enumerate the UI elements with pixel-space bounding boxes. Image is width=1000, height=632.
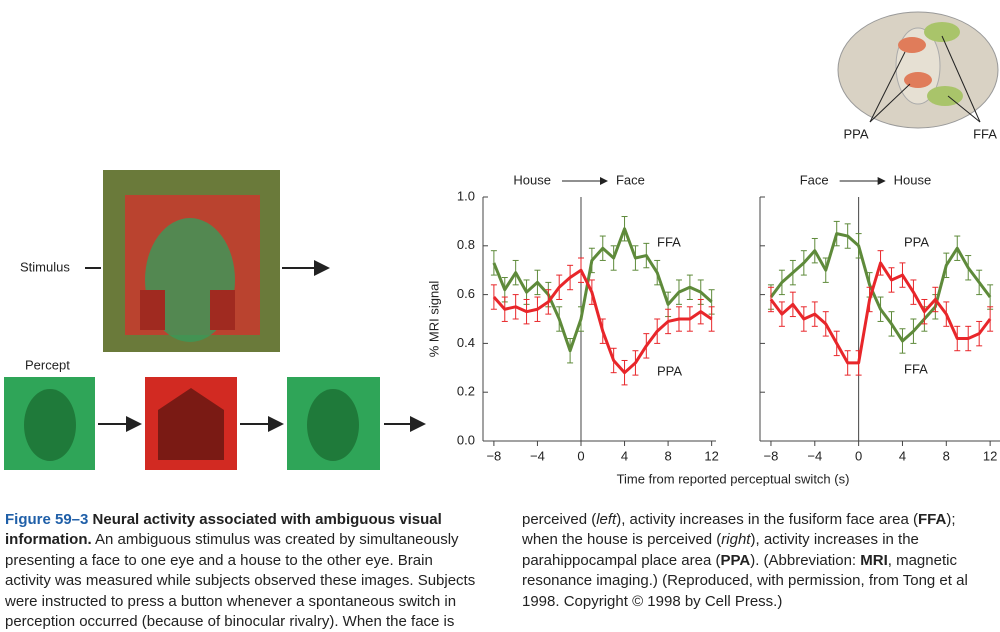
series-label: PPA — [904, 234, 929, 249]
caption-plain: ), activity increases in the fusiform fa… — [616, 511, 918, 528]
caption: Figure 59–3 Neural activity associated w… — [5, 510, 995, 632]
x-tick-label: −4 — [807, 448, 822, 463]
caption-plain: , magnetic resonance imaging.) (Reproduc… — [522, 551, 968, 610]
series-label: FFA — [657, 234, 681, 249]
caption-italic: right — [721, 531, 751, 549]
caption-label: Figure 59–3 — [5, 511, 89, 528]
stimulus-label: Stimulus — [20, 259, 70, 274]
x-tick-label: 4 — [899, 448, 906, 463]
x-tick-label: 0 — [577, 448, 584, 463]
switch-from: House — [513, 172, 551, 187]
y-tick-label: 0.8 — [457, 237, 475, 252]
data-line — [769, 232, 992, 343]
brain-diagram: PPA FFA — [837, 11, 999, 141]
x-axis-label: Time from reported perceptual switch (s) — [617, 471, 850, 486]
stimulus-panel: Stimulus Percept — [4, 170, 426, 470]
caption-italic: left — [596, 511, 617, 528]
x-tick-label: −4 — [530, 448, 545, 463]
data-line — [492, 227, 713, 353]
x-tick-label: 8 — [664, 448, 671, 463]
data-line — [492, 268, 713, 375]
caption-bold: Neural activity associated with ambiguou… — [5, 511, 442, 549]
caption-plain: An ambiguous stimulus was created by sim… — [5, 511, 597, 631]
caption-plain: ). (Abbreviation: — [750, 551, 861, 569]
brain-label: FFA — [973, 126, 997, 141]
caption-plain: ), activity increases in the parahippoca… — [522, 531, 919, 569]
x-tick-label: 12 — [983, 448, 997, 463]
caption-bold: PPA — [720, 551, 751, 569]
switch-from: Face — [800, 172, 829, 187]
y-tick-label: 0.6 — [457, 286, 475, 301]
x-tick-label: −8 — [764, 448, 779, 463]
data-line — [769, 261, 992, 365]
switch-to: House — [894, 172, 932, 187]
x-tick-label: 4 — [621, 448, 628, 463]
x-tick-label: 12 — [704, 448, 718, 463]
switch-to: Face — [616, 172, 645, 187]
caption-bold: MRI — [860, 551, 888, 569]
y-tick-label: 0.2 — [457, 384, 475, 399]
series-label: FFA — [904, 361, 928, 376]
caption-bold: FFA — [918, 511, 947, 528]
series-label: PPA — [657, 363, 682, 378]
y-tick-label: 0.0 — [457, 432, 475, 447]
y-tick-label: 0.4 — [457, 335, 475, 350]
brain-label: PPA — [843, 126, 868, 141]
percept-label: Percept — [25, 357, 70, 372]
x-tick-label: 8 — [943, 448, 950, 463]
caption-plain: ); when the house is perceived ( — [522, 511, 956, 549]
x-tick-label: 0 — [855, 448, 862, 463]
x-tick-label: −8 — [486, 448, 501, 463]
figure: PPA FFA Stimulus Percept 0.0 0.2 0.4 0.6 0.8… — [4, 11, 1000, 486]
y-axis-label: % MRI signal — [426, 281, 441, 358]
y-tick-label: 1.0 — [457, 188, 475, 203]
